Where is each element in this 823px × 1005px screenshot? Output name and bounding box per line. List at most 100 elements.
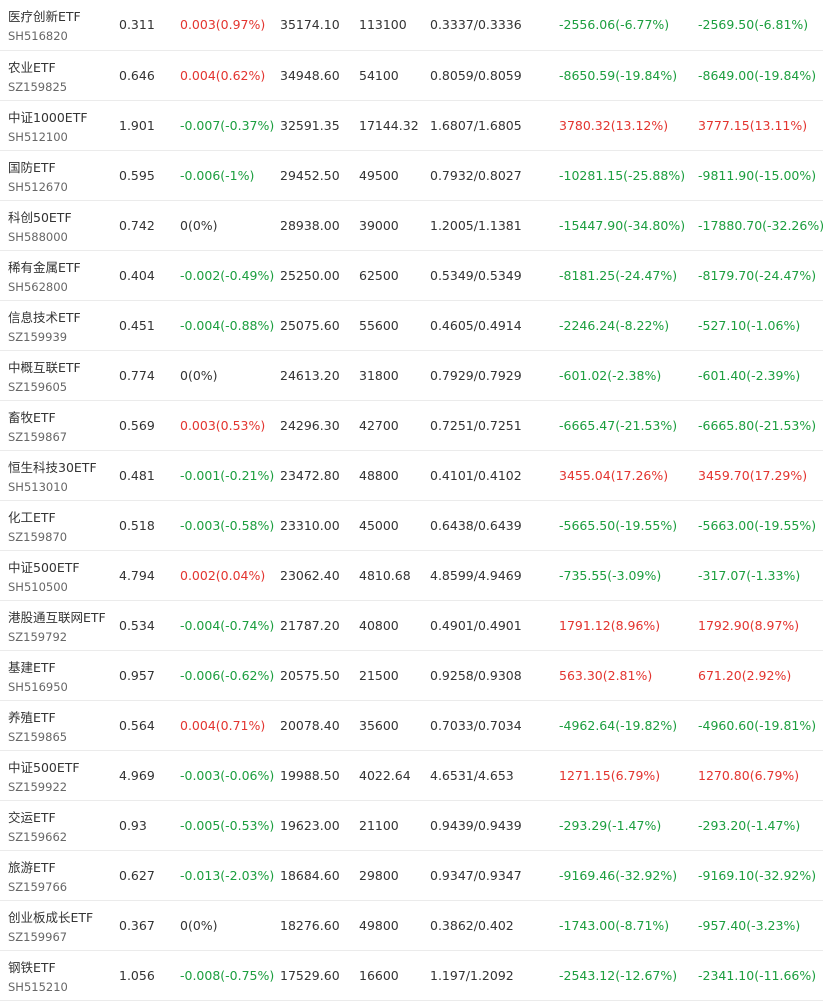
table-row[interactable]: 基建ETF SH516950 0.957 -0.006(-0.62%) 2057… <box>0 651 823 701</box>
price-change: 0.003(0.97%) <box>180 17 266 32</box>
table-row[interactable]: 科创50ETF SH588000 0.742 0(0%) 28938.00 39… <box>0 201 823 251</box>
table-row[interactable]: 旅游ETF SZ159766 0.627 -0.013(-2.03%) 1868… <box>0 851 823 901</box>
etf-name-link[interactable]: 中概互联ETF <box>8 360 81 375</box>
price-change: -0.006(-1%) <box>180 168 255 183</box>
etf-code: SZ159825 <box>8 80 68 94</box>
etf-code: SH516950 <box>8 680 68 694</box>
table-row[interactable]: 中证500ETF SH510500 4.794 0.002(0.04%) 230… <box>0 551 823 601</box>
table-row[interactable]: 港股通互联网ETF SZ159792 0.534 -0.004(-0.74%) … <box>0 601 823 651</box>
turnover-amount: 19988.50 <box>280 768 340 783</box>
share-volume: 55600 <box>359 318 399 333</box>
flow-value-2: -317.07(-1.33%) <box>698 568 801 583</box>
table-row[interactable]: 信息技术ETF SZ159939 0.451 -0.004(-0.88%) 25… <box>0 301 823 351</box>
price-change: -0.007(-0.37%) <box>180 118 275 133</box>
turnover-amount: 24613.20 <box>280 368 340 383</box>
share-volume: 45000 <box>359 518 399 533</box>
flow-value-1: -10281.15(-25.88%) <box>559 168 686 183</box>
nav-values: 0.9258/0.9308 <box>430 668 522 683</box>
etf-name-link[interactable]: 稀有金属ETF <box>8 260 81 275</box>
share-volume: 40800 <box>359 618 399 633</box>
etf-code: SH588000 <box>8 230 68 244</box>
flow-value-1: -601.02(-2.38%) <box>559 368 662 383</box>
etf-name-link[interactable]: 畜牧ETF <box>8 410 56 425</box>
turnover-amount: 17529.60 <box>280 968 340 983</box>
etf-code: SZ159939 <box>8 330 68 344</box>
latest-price: 0.564 <box>119 718 155 733</box>
table-row[interactable]: 医疗创新ETF SH516820 0.311 0.003(0.97%) 3517… <box>0 0 823 51</box>
etf-name-link[interactable]: 养殖ETF <box>8 710 56 725</box>
turnover-amount: 18684.60 <box>280 868 340 883</box>
etf-name-link[interactable]: 交运ETF <box>8 810 56 825</box>
table-row[interactable]: 中证500ETF SZ159922 4.969 -0.003(-0.06%) 1… <box>0 751 823 801</box>
etf-code: SH513010 <box>8 480 68 494</box>
flow-value-1: 3455.04(17.26%) <box>559 468 669 483</box>
etf-code: SZ159967 <box>8 930 68 944</box>
etf-name-link[interactable]: 中证1000ETF <box>8 110 88 125</box>
turnover-amount: 25075.60 <box>280 318 340 333</box>
nav-values: 1.6807/1.6805 <box>430 118 522 133</box>
latest-price: 0.404 <box>119 268 155 283</box>
turnover-amount: 23062.40 <box>280 568 340 583</box>
table-row[interactable]: 中概互联ETF SZ159605 0.774 0(0%) 24613.20 31… <box>0 351 823 401</box>
etf-name-link[interactable]: 恒生科技30ETF <box>8 460 97 475</box>
table-row[interactable]: 化工ETF SZ159870 0.518 -0.003(-0.58%) 2331… <box>0 501 823 551</box>
flow-value-1: -8650.59(-19.84%) <box>559 68 678 83</box>
etf-code: SH515210 <box>8 980 68 994</box>
price-change: -0.003(-0.06%) <box>180 768 275 783</box>
etf-name-link[interactable]: 港股通互联网ETF <box>8 610 106 625</box>
table-row[interactable]: 养殖ETF SZ159865 0.564 0.004(0.71%) 20078.… <box>0 701 823 751</box>
table-row[interactable]: 交运ETF SZ159662 0.93 -0.005(-0.53%) 19623… <box>0 801 823 851</box>
share-volume: 17144.32 <box>359 118 419 133</box>
etf-name-link[interactable]: 旅游ETF <box>8 860 56 875</box>
flow-value-2: -2341.10(-11.66%) <box>698 968 817 983</box>
turnover-amount: 25250.00 <box>280 268 340 283</box>
flow-value-1: -15447.90(-34.80%) <box>559 218 686 233</box>
etf-name-link[interactable]: 医疗创新ETF <box>8 9 81 24</box>
flow-value-1: 1791.12(8.96%) <box>559 618 661 633</box>
turnover-amount: 28938.00 <box>280 218 340 233</box>
table-row[interactable]: 畜牧ETF SZ159867 0.569 0.003(0.53%) 24296.… <box>0 401 823 451</box>
latest-price: 4.969 <box>119 768 155 783</box>
price-change: -0.004(-0.88%) <box>180 318 275 333</box>
flow-value-2: -527.10(-1.06%) <box>698 318 801 333</box>
price-change: 0(0%) <box>180 918 218 933</box>
etf-name-link[interactable]: 钢铁ETF <box>8 960 56 975</box>
table-row[interactable]: 稀有金属ETF SH562800 0.404 -0.002(-0.49%) 25… <box>0 251 823 301</box>
etf-name-link[interactable]: 创业板成长ETF <box>8 910 94 925</box>
etf-name-link[interactable]: 中证500ETF <box>8 760 80 775</box>
etf-name-link[interactable]: 中证500ETF <box>8 560 80 575</box>
nav-values: 4.6531/4.653 <box>430 768 514 783</box>
nav-values: 0.7929/0.7929 <box>430 368 522 383</box>
table-row[interactable]: 创业板成长ETF SZ159967 0.367 0(0%) 18276.60 4… <box>0 901 823 951</box>
share-volume: 31800 <box>359 368 399 383</box>
latest-price: 0.742 <box>119 218 155 233</box>
nav-values: 0.9347/0.9347 <box>430 868 522 883</box>
table-row[interactable]: 国防ETF SH512670 0.595 -0.006(-1%) 29452.5… <box>0 151 823 201</box>
turnover-amount: 20575.50 <box>280 668 340 683</box>
nav-values: 1.2005/1.1381 <box>430 218 522 233</box>
flow-value-1: -4962.64(-19.82%) <box>559 718 678 733</box>
flow-value-2: -8649.00(-19.84%) <box>698 68 817 83</box>
etf-name-link[interactable]: 基建ETF <box>8 660 56 675</box>
turnover-amount: 34948.60 <box>280 68 340 83</box>
share-volume: 16600 <box>359 968 399 983</box>
table-row[interactable]: 钢铁ETF SH515210 1.056 -0.008(-0.75%) 1752… <box>0 951 823 1001</box>
etf-name-link[interactable]: 农业ETF <box>8 60 56 75</box>
flow-value-2: 671.20(2.92%) <box>698 668 792 683</box>
table-row[interactable]: 中证1000ETF SH512100 1.901 -0.007(-0.37%) … <box>0 101 823 151</box>
etf-name-link[interactable]: 国防ETF <box>8 160 56 175</box>
etf-name-link[interactable]: 科创50ETF <box>8 210 72 225</box>
nav-values: 0.3337/0.3336 <box>430 17 522 32</box>
etf-code: SZ159922 <box>8 780 68 794</box>
price-change: 0(0%) <box>180 218 218 233</box>
table-row[interactable]: 恒生科技30ETF SH513010 0.481 -0.001(-0.21%) … <box>0 451 823 501</box>
price-change: -0.013(-2.03%) <box>180 868 275 883</box>
etf-name-link[interactable]: 信息技术ETF <box>8 310 81 325</box>
flow-value-2: -293.20(-1.47%) <box>698 818 801 833</box>
etf-code: SZ159766 <box>8 880 68 894</box>
etf-name-link[interactable]: 化工ETF <box>8 510 56 525</box>
etf-code: SZ159792 <box>8 630 68 644</box>
nav-values: 0.3862/0.402 <box>430 918 514 933</box>
table-row[interactable]: 农业ETF SZ159825 0.646 0.004(0.62%) 34948.… <box>0 51 823 101</box>
etf-code: SH512100 <box>8 130 68 144</box>
